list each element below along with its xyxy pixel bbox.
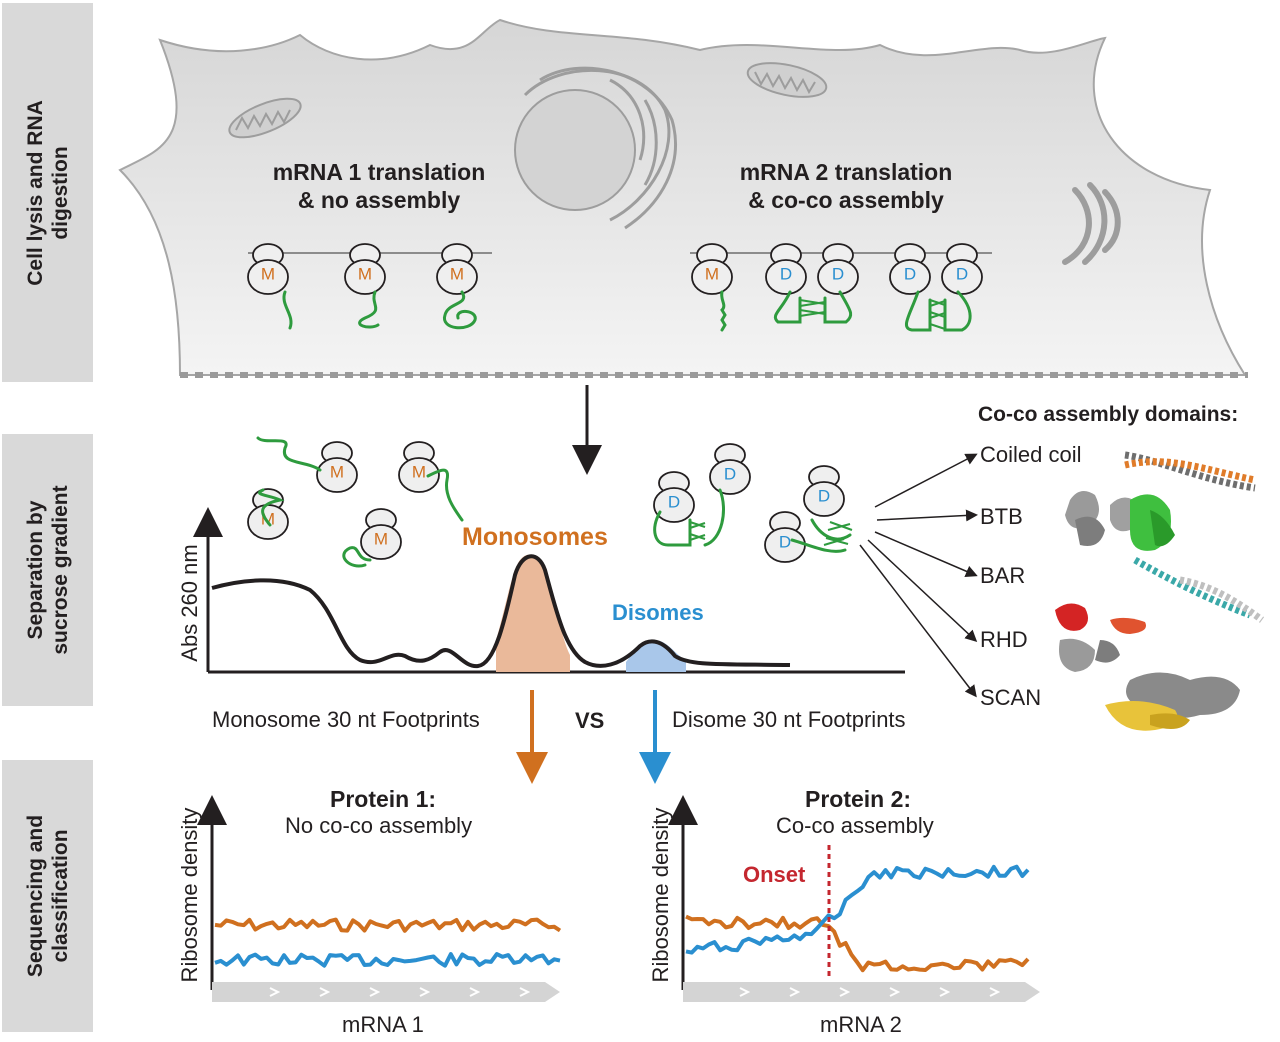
protein1-y-label: Ribosome density (177, 807, 202, 983)
chevron-right-icon (889, 987, 901, 997)
domain-btb: BTB (980, 504, 1023, 529)
p1-monosome-trace (214, 917, 562, 933)
ribosome-cell-d2: D (817, 243, 859, 295)
ribosome-cell-m1-label: M (261, 265, 275, 284)
ribosome-cell-d2-label: D (832, 265, 844, 284)
monosome-footprints-label: Monosome 30 nt Footprints (212, 707, 480, 732)
domain-bar: BAR (980, 563, 1026, 588)
domain-scan: SCAN (980, 685, 1042, 710)
ribosome-cell-d4-label: D (956, 265, 968, 284)
ribosome-free-d1: D (709, 443, 751, 495)
structure-bar (1133, 556, 1265, 623)
panel-sequencing: Sequencing and classification (2, 760, 93, 1032)
structure-coiled-coil (1124, 451, 1256, 492)
ribosome-cell-m4-label: M (705, 265, 719, 284)
disomes-label: Disomes (612, 600, 704, 625)
ribosome-free-d2: D (653, 471, 695, 523)
protein2-title: Protein 2: (805, 786, 912, 812)
mrna2-title: mRNA 2 translation & co-co assembly (739, 159, 953, 213)
mitochondrion-left (228, 97, 302, 139)
structure-scan (1105, 672, 1240, 731)
ribosome-cell-m2: M (344, 243, 386, 295)
chevron-right-icon (839, 987, 851, 997)
panel-lysis: Cell lysis and RNA digestion (2, 3, 93, 382)
ribosome-free-m1-label: M (330, 463, 344, 482)
ribosome-cell-d1: D (765, 243, 807, 295)
ribosome-cell-m3-label: M (450, 265, 464, 284)
ribosome-free-m2: M (398, 441, 440, 493)
ribosome-free-d2-label: D (668, 493, 680, 512)
ribosome-free-d4: D (764, 511, 806, 563)
mitochondrion-right (746, 62, 828, 98)
protein2-y-label: Ribosome density (648, 807, 673, 983)
chevron-right-icon (269, 987, 281, 997)
ribosome-free-d1-label: D (724, 465, 736, 484)
structure-rhd (1055, 603, 1146, 672)
domain-coiled-coil: Coiled coil (980, 442, 1082, 467)
ribosome-free-m2-label: M (412, 463, 426, 482)
protein1-x-label: mRNA 1 (342, 1012, 424, 1037)
endoplasmic-reticulum (523, 66, 677, 230)
gradient-y-label: Abs 260 nm (177, 544, 202, 662)
domains-heading: Co-co assembly domains: (978, 403, 1239, 426)
protein2-x-label: mRNA 2 (820, 1012, 902, 1037)
monosomes-label: Monosomes (462, 523, 608, 551)
ribosome-cell-d3-label: D (904, 265, 916, 284)
disome-footprints-label: Disome 30 nt Footprints (672, 707, 906, 732)
panel-separation: Separation by sucrose gradient (2, 434, 93, 706)
chevron-right-icon (989, 987, 1001, 997)
floating-coils (689, 521, 853, 546)
ribosome-free-d3: D (803, 465, 845, 517)
axis-chevrons (269, 987, 1001, 997)
chevron-right-icon (789, 987, 801, 997)
chevron-right-icon (369, 987, 381, 997)
onset-label: Onset (743, 862, 806, 887)
domain-rhd: RHD (980, 627, 1028, 652)
ribosome-cell-m3: M (436, 243, 478, 295)
ribosome-cell-d4: D (941, 243, 983, 295)
structure-btb (1065, 491, 1175, 551)
floating-chains-mono (256, 436, 464, 568)
protein1-subtitle: No co-co assembly (285, 813, 473, 838)
ribosome-free-d3-label: D (818, 487, 830, 506)
chevron-right-icon (939, 987, 951, 997)
ribosome-cell-d3: D (889, 243, 931, 295)
floating-chains-di (653, 488, 852, 553)
ribosome-free-m4: M (360, 508, 402, 560)
p1-disome-trace (214, 952, 561, 968)
p1-x-axis-band (212, 982, 560, 1002)
vs-label: VS (575, 708, 605, 733)
p2-disome-trace (685, 864, 1030, 955)
chevron-right-icon (519, 987, 531, 997)
ribosome-cell-m2-label: M (358, 265, 372, 284)
chevron-right-icon (469, 987, 481, 997)
protein2-subtitle: Co-co assembly (776, 813, 934, 838)
disome-peak-fill (626, 640, 686, 672)
mrna1-title: mRNA 1 translation & no assembly (272, 159, 486, 213)
chevron-right-icon (419, 987, 431, 997)
absorbance-trace (211, 554, 791, 669)
domain-arrows (859, 453, 978, 698)
coiled-assembly-cell (799, 299, 946, 330)
ribosome-free-d4-label: D (779, 533, 791, 552)
ribosome-free-m4-label: M (374, 530, 388, 549)
ribosome-cell-d1-label: D (780, 265, 792, 284)
nucleus (514, 89, 636, 211)
chevron-right-icon (319, 987, 331, 997)
p2-monosome-trace (685, 914, 1030, 973)
protein1-title: Protein 1: (330, 786, 437, 812)
ribosome-cell-m4: M (691, 243, 733, 295)
golgi-apparatus (1062, 182, 1121, 265)
p2-x-axis-band (683, 982, 1040, 1002)
chevron-right-icon (739, 987, 751, 997)
nascent-chains-cell (282, 290, 972, 332)
ribosome-free-m1: M (316, 441, 358, 493)
ribosome-cell-m1: M (247, 243, 289, 295)
